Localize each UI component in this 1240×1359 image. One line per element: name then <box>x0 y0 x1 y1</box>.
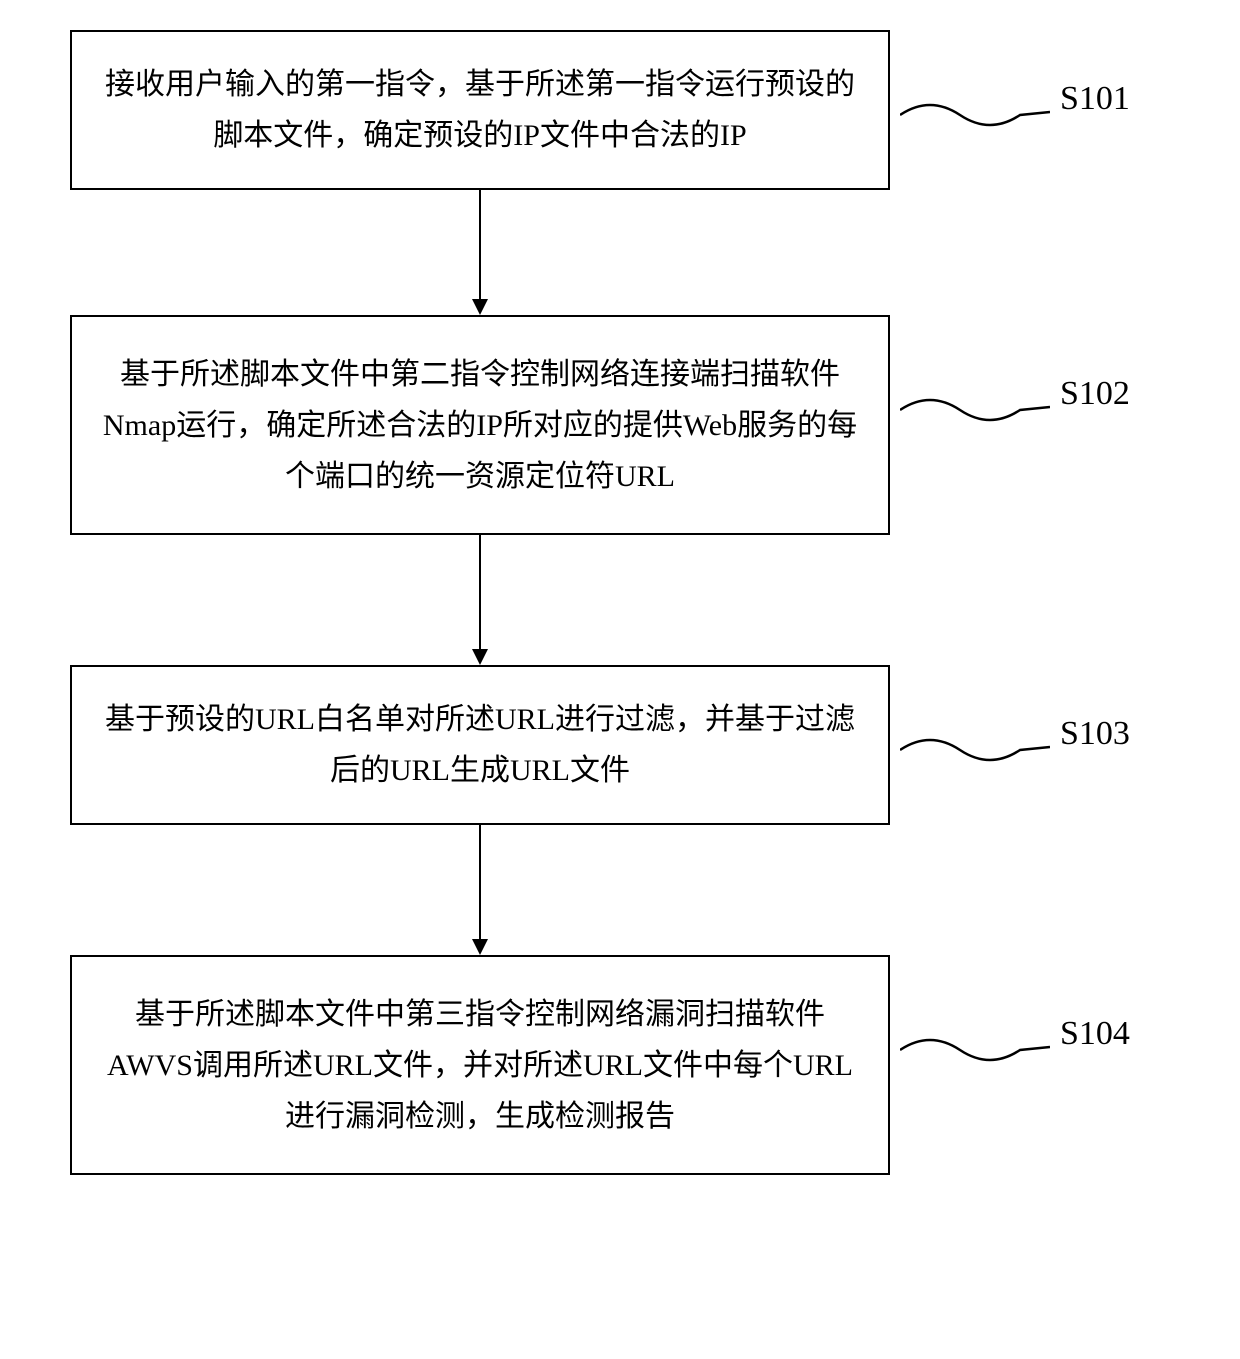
flowchart-node-s101: 接收用户输入的第一指令，基于所述第一指令运行预设的脚本文件，确定预设的IP文件中… <box>70 30 890 190</box>
connector-squiggle-s102 <box>900 385 1050 435</box>
node-text: 基于所述脚本文件中第三指令控制网络漏洞扫描软件AWVS调用所述URL文件，并对所… <box>102 989 858 1142</box>
connector-squiggle-s104 <box>900 1025 1050 1075</box>
arrow-head <box>472 299 488 315</box>
arrow-head <box>472 649 488 665</box>
node-label-s101: S101 <box>1060 80 1130 118</box>
flowchart-node-s103: 基于预设的URL白名单对所述URL进行过滤，并基于过滤后的URL生成URL文件 <box>70 665 890 825</box>
arrow-head <box>472 939 488 955</box>
edge-s102-s103 <box>479 535 481 649</box>
node-label-s104: S104 <box>1060 1015 1130 1053</box>
node-text: 基于预设的URL白名单对所述URL进行过滤，并基于过滤后的URL生成URL文件 <box>102 694 858 796</box>
node-label-s102: S102 <box>1060 375 1130 413</box>
node-text: 基于所述脚本文件中第二指令控制网络连接端扫描软件Nmap运行，确定所述合法的IP… <box>102 349 858 502</box>
connector-squiggle-s101 <box>900 90 1050 140</box>
node-text: 接收用户输入的第一指令，基于所述第一指令运行预设的脚本文件，确定预设的IP文件中… <box>102 59 858 161</box>
connector-squiggle-s103 <box>900 725 1050 775</box>
flowchart-node-s104: 基于所述脚本文件中第三指令控制网络漏洞扫描软件AWVS调用所述URL文件，并对所… <box>70 955 890 1175</box>
edge-s103-s104 <box>479 825 481 939</box>
edge-s101-s102 <box>479 190 481 299</box>
flowchart-node-s102: 基于所述脚本文件中第二指令控制网络连接端扫描软件Nmap运行，确定所述合法的IP… <box>70 315 890 535</box>
node-label-s103: S103 <box>1060 715 1130 753</box>
flowchart-container: 接收用户输入的第一指令，基于所述第一指令运行预设的脚本文件，确定预设的IP文件中… <box>0 0 1240 1359</box>
